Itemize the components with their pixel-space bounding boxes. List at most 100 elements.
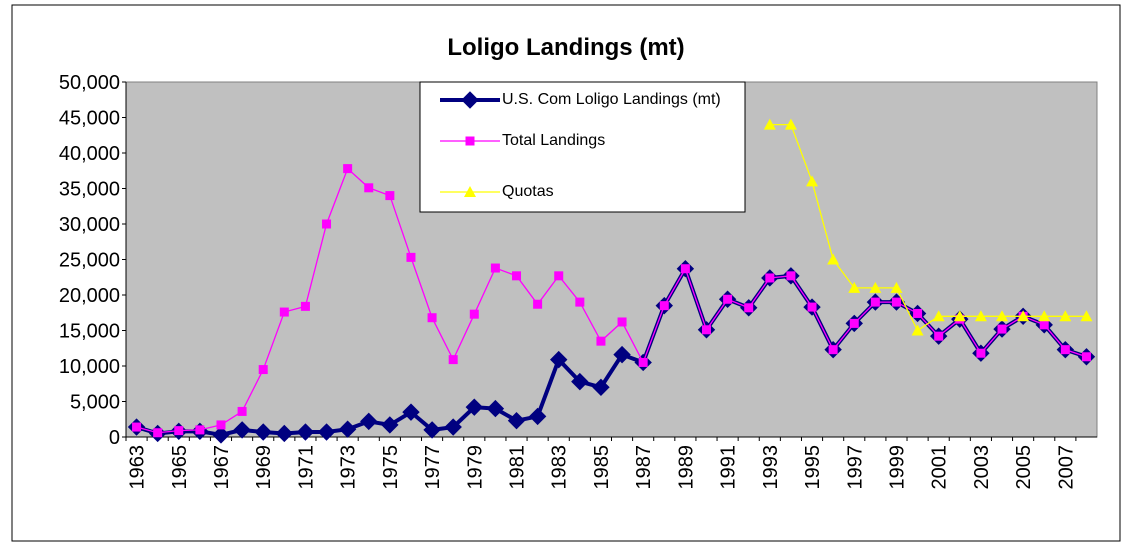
x-tick-label: 1963	[127, 445, 149, 490]
data-point	[680, 264, 690, 274]
data-point	[343, 164, 353, 174]
data-point	[258, 365, 268, 375]
data-point	[360, 412, 378, 431]
y-tick-label: 50,000	[59, 72, 120, 94]
y-tick-label: 5,000	[70, 392, 120, 414]
data-point	[786, 271, 796, 281]
x-tick-label: 1987	[633, 445, 655, 490]
data-point	[275, 424, 294, 443]
data-point	[763, 118, 776, 130]
y-tick-label: 20,000	[59, 285, 120, 307]
data-point	[596, 336, 606, 346]
x-tick-label: 1973	[338, 445, 360, 490]
data-point	[932, 310, 945, 322]
data-point	[212, 426, 230, 444]
y-tick-label: 0	[109, 427, 120, 449]
data-point	[423, 421, 441, 439]
data-point	[976, 348, 986, 358]
data-point	[1017, 310, 1030, 322]
data-point	[381, 416, 399, 434]
x-tick-label: 1997	[844, 445, 866, 490]
data-point	[153, 428, 163, 438]
data-point	[385, 191, 395, 201]
data-point	[701, 325, 711, 335]
x-tick-label: 1989	[675, 445, 697, 490]
legend-label: U.S. Com Loligo Landings (mt)	[502, 91, 721, 108]
data-point	[444, 418, 462, 436]
data-point	[575, 297, 585, 307]
data-point	[807, 302, 817, 312]
y-tick-label: 30,000	[59, 214, 120, 236]
data-point	[448, 355, 458, 365]
data-point	[592, 378, 610, 397]
series-line	[769, 123, 1087, 332]
x-tick-label: 2005	[1013, 445, 1035, 490]
data-point	[784, 118, 797, 130]
data-point	[659, 301, 669, 311]
data-point	[233, 421, 251, 439]
data-point	[550, 350, 568, 369]
data-point	[1060, 345, 1070, 355]
x-tick-label: 1979	[464, 445, 486, 490]
data-point	[317, 423, 336, 441]
data-point	[997, 324, 1007, 334]
data-point	[364, 183, 374, 193]
x-tick-label: 1975	[380, 445, 402, 490]
x-tick-label: 1993	[760, 445, 782, 490]
data-point	[828, 345, 838, 355]
x-tick-label: 1995	[802, 445, 824, 490]
data-point	[528, 407, 547, 426]
data-point	[911, 324, 924, 336]
data-point	[934, 331, 944, 341]
data-point	[806, 175, 819, 187]
data-point	[613, 345, 631, 364]
x-tick-label: 1967	[211, 445, 233, 490]
x-tick-label: 1991	[718, 445, 740, 490]
y-tick-label: 40,000	[59, 143, 120, 165]
data-point	[744, 303, 754, 313]
data-point	[1059, 310, 1072, 322]
chart-title: Loligo Landings (mt)	[447, 34, 684, 61]
y-tick-label: 15,000	[59, 321, 120, 343]
data-point	[974, 310, 987, 322]
y-tick-label: 45,000	[59, 108, 120, 130]
data-point	[869, 281, 882, 293]
data-point	[617, 317, 627, 327]
data-point	[490, 263, 500, 273]
data-point	[402, 403, 420, 421]
data-point	[507, 411, 526, 430]
legend-label: Quotas	[502, 183, 554, 200]
x-tick-label: 1971	[295, 445, 317, 490]
data-point	[427, 313, 437, 323]
data-point	[512, 271, 522, 281]
data-point	[827, 253, 840, 265]
data-point	[723, 294, 733, 304]
data-point	[891, 297, 901, 307]
data-point	[533, 299, 543, 309]
y-tick-label: 10,000	[59, 356, 120, 378]
data-point	[890, 281, 903, 293]
data-point	[406, 252, 416, 262]
data-point	[848, 281, 861, 293]
data-point	[174, 426, 184, 436]
y-tick-label: 35,000	[59, 179, 120, 201]
data-point	[338, 420, 357, 438]
data-point	[216, 420, 226, 430]
legend-label: Total Landings	[502, 132, 606, 149]
x-tick-label: 1977	[422, 445, 444, 490]
data-point	[765, 273, 775, 283]
x-tick-label: 1983	[549, 445, 571, 490]
data-point	[195, 425, 205, 435]
legend-marker	[461, 91, 479, 109]
data-point	[296, 423, 315, 441]
x-tick-label: 1965	[169, 445, 191, 490]
data-point	[300, 301, 310, 311]
data-point	[322, 219, 332, 229]
data-point	[638, 357, 648, 367]
data-point	[996, 310, 1009, 322]
x-tick-label: 2001	[929, 445, 951, 490]
data-point	[486, 399, 505, 418]
legend-marker	[465, 136, 475, 146]
